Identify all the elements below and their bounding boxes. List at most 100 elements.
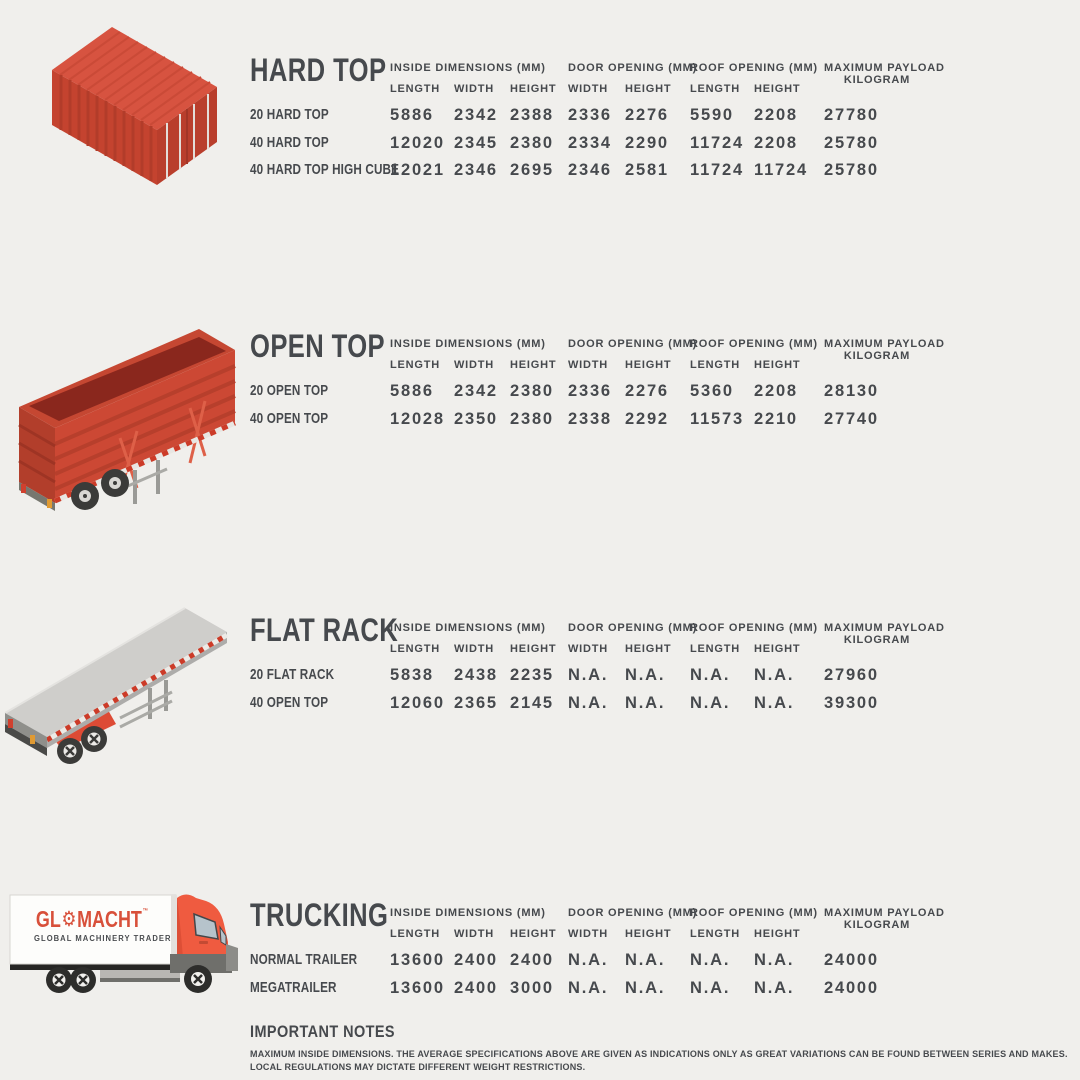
cell-value: 2400	[454, 951, 498, 969]
cell-value: 2400	[454, 978, 498, 997]
max-payload-header: MAXIMUM PAYLOAD KILOGRAM	[824, 622, 945, 646]
gear-icon: ⚙	[61, 906, 77, 931]
cell-value: 27960	[824, 666, 879, 684]
inside-dimensions-header: INSIDE DIMENSIONS (MM)	[390, 907, 546, 919]
cell-value: 11724	[690, 161, 744, 179]
cell-value: 2346	[568, 161, 612, 179]
section-title: OPEN TOP	[250, 328, 386, 364]
cell-value: 2380	[510, 382, 554, 400]
column-subheaders: LENGTH WIDTH HEIGHT WIDTH HEIGHT LENGTH …	[250, 643, 940, 655]
spec-row: 40 HARD TOP HIGH CUBE 12021 2346 2695 23…	[250, 161, 940, 180]
subheader-roof-height: HEIGHT	[754, 928, 801, 940]
subheader-door-height: HEIGHT	[625, 643, 672, 655]
cell-value: 2292	[625, 409, 669, 428]
row-label: 40 OPEN TOP	[250, 409, 329, 427]
cell-value: 2342	[454, 106, 498, 124]
door-opening-header: DOOR OPENING (MM)	[568, 907, 698, 919]
subheader-height: HEIGHT	[510, 643, 557, 655]
subheader-width: WIDTH	[454, 643, 495, 655]
subheader-length: LENGTH	[390, 928, 441, 940]
cell-value: 2210	[754, 409, 798, 428]
cell-value: 12021	[390, 161, 445, 179]
door-opening-header: DOOR OPENING (MM)	[568, 62, 698, 74]
cell-value: N.A.	[625, 693, 666, 712]
spec-row: 20 OPEN TOP 5886 2342 2380 2336 2276 536…	[250, 382, 940, 401]
row-label: 20 FLAT RACK	[250, 666, 335, 683]
cell-value: 12060	[390, 693, 445, 712]
cell-value: 5886	[390, 106, 434, 124]
cell-value: 2695	[510, 161, 554, 179]
spec-row: MEGATRAILER 13600 2400 3000 N.A. N.A. N.…	[250, 979, 940, 998]
cell-value: 2208	[754, 106, 798, 124]
subheader-length: LENGTH	[390, 359, 441, 371]
spec-row: 20 HARD TOP 5886 2342 2388 2336 2276 559…	[250, 106, 940, 125]
important-notes: IMPORTANT NOTES MAXIMUM INSIDE DIMENSION…	[250, 1022, 1068, 1073]
row-label: MEGATRAILER	[250, 978, 337, 996]
cell-value: 25780	[824, 133, 879, 152]
cell-value: N.A.	[568, 978, 609, 997]
max-payload-line1: MAXIMUM PAYLOAD	[824, 907, 945, 919]
subheader-roof-height: HEIGHT	[754, 83, 801, 95]
truck-wheels	[46, 965, 212, 993]
spec-row: 40 OPEN TOP 12060 2365 2145 N.A. N.A. N.…	[250, 694, 940, 713]
cell-value: 2380	[510, 133, 554, 152]
cell-value: 5590	[690, 106, 734, 124]
subheader-roof-length: LENGTH	[690, 83, 741, 95]
cell-value: 2581	[625, 161, 669, 179]
door-opening-header: DOOR OPENING (MM)	[568, 338, 698, 350]
section-title: HARD TOP	[250, 52, 387, 88]
cell-value: N.A.	[568, 666, 609, 684]
row-label: 40 OPEN TOP	[250, 693, 329, 711]
roof-opening-header: ROOF OPENING (MM)	[690, 907, 818, 919]
cell-value: 11724	[754, 161, 808, 179]
subheader-spacer	[250, 928, 390, 940]
cell-value: 25780	[824, 161, 879, 179]
cell-value: 28130	[824, 382, 879, 400]
subheader-width: WIDTH	[454, 928, 495, 940]
max-payload-header: MAXIMUM PAYLOAD KILOGRAM	[824, 338, 945, 362]
subheader-spacer	[250, 643, 390, 655]
notes-line: LOCAL REGULATIONS MAY DICTATE DIFFERENT …	[250, 1062, 586, 1072]
cell-value: 12020	[390, 133, 445, 152]
subheader-door-height: HEIGHT	[625, 359, 672, 371]
subheader-width: WIDTH	[454, 83, 495, 95]
cell-value: 2145	[510, 693, 554, 712]
cell-value: 5886	[390, 382, 434, 400]
max-payload-line1: MAXIMUM PAYLOAD	[824, 338, 945, 350]
subheader-spacer	[250, 359, 390, 371]
roof-opening-header: ROOF OPENING (MM)	[690, 622, 818, 634]
cell-value: 2400	[510, 951, 554, 969]
cell-value: 2336	[568, 106, 612, 124]
notes-title: IMPORTANT NOTES	[250, 1022, 395, 1041]
cell-value: 13600	[390, 978, 445, 997]
cell-value: 13600	[390, 951, 445, 969]
row-label: 20 OPEN TOP	[250, 382, 329, 399]
cell-value: 2208	[754, 382, 798, 400]
cell-value: N.A.	[625, 978, 666, 997]
cell-value: N.A.	[754, 951, 795, 969]
inside-dimensions-header: INSIDE DIMENSIONS (MM)	[390, 62, 546, 74]
max-payload-line2: KILOGRAM	[843, 350, 911, 362]
cell-value: 2235	[510, 666, 554, 684]
subheader-length: LENGTH	[390, 643, 441, 655]
roof-opening-header: ROOF OPENING (MM)	[690, 62, 818, 74]
cell-value: 2334	[568, 133, 612, 152]
door-opening-header: DOOR OPENING (MM)	[568, 622, 698, 634]
subheader-door-width: WIDTH	[568, 643, 609, 655]
notes-line: MAXIMUM INSIDE DIMENSIONS. THE AVERAGE S…	[250, 1049, 1068, 1059]
cell-value: N.A.	[690, 951, 731, 969]
row-label: NORMAL TRAILER	[250, 951, 358, 968]
cell-value: 11573	[690, 409, 744, 428]
max-payload-line1: MAXIMUM PAYLOAD	[824, 622, 945, 634]
cell-value: 27780	[824, 106, 879, 124]
cell-value: N.A.	[690, 666, 731, 684]
cell-value: N.A.	[625, 666, 666, 684]
section-title: FLAT RACK	[250, 612, 399, 648]
cell-value: 2388	[510, 106, 554, 124]
spec-section-flat-rack: FLAT RACK INSIDE DIMENSIONS (MM) DOOR OP…	[250, 612, 945, 768]
max-payload-line1: MAXIMUM PAYLOAD	[824, 62, 945, 74]
subheader-roof-height: HEIGHT	[754, 643, 801, 655]
cell-value: 5360	[690, 382, 734, 400]
cell-value: 2276	[625, 382, 669, 400]
